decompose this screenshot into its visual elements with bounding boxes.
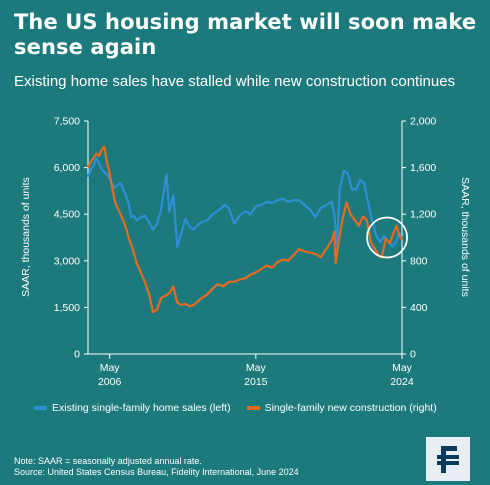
y-right-tick-label: 1,200: [410, 209, 436, 221]
legend-swatch-new: [246, 406, 260, 410]
x-tick-label-year: 2006: [98, 376, 122, 388]
footer-source: Source: United States Census Bureau, Fid…: [14, 467, 299, 477]
legend: Existing single-family home sales (left)…: [34, 402, 474, 414]
chart-title: The US housing market will soon make sen…: [14, 10, 477, 59]
y-axis-right-label: SAAR, thousands of units: [459, 177, 471, 297]
y-left-tick-label: 3,000: [54, 255, 80, 267]
y-left-tick-label: 1,500: [54, 302, 80, 314]
x-tick-label-month: May: [100, 362, 121, 374]
legend-item-existing: Existing single-family home sales (left): [34, 402, 231, 414]
y-right-tick-label: 2,000: [410, 116, 436, 128]
y-left-tick-label: 7,500: [54, 116, 80, 128]
footer: Note: SAAR = seasonally adjusted annual …: [14, 456, 414, 478]
legend-label-new: Single-family new construction (right): [264, 402, 437, 414]
highlight-circle: [366, 216, 409, 259]
fidelity-logo-icon: [426, 437, 470, 481]
x-tick-label-year: 2024: [390, 376, 414, 388]
series-line-new-construction: [87, 145, 403, 314]
chart-subtitle: Existing home sales have stalled while n…: [14, 73, 456, 90]
y-right-tick-label: 1,600: [410, 162, 436, 174]
series-line-existing-sales: [86, 157, 404, 248]
fidelity-logo-glyph: [437, 446, 459, 473]
x-tick-label-month: May: [246, 362, 267, 374]
x-tick-label-year: 2015: [244, 376, 268, 388]
footer-note: Note: SAAR = seasonally adjusted annual …: [14, 456, 202, 466]
y-right-tick-label: 0: [410, 349, 416, 361]
y-right-tick-label: 400: [410, 302, 428, 314]
legend-label-existing: Existing single-family home sales (left): [52, 402, 231, 414]
y-axis-left-label: SAAR, thousands of units: [20, 177, 32, 297]
y-left-tick-label: 6,000: [54, 162, 80, 174]
x-tick-label-month: May: [392, 362, 413, 374]
y-left-tick-label: 0: [74, 349, 80, 361]
legend-item-new: Single-family new construction (right): [246, 402, 437, 414]
legend-swatch-existing: [34, 406, 47, 410]
y-right-tick-label: 800: [410, 255, 428, 267]
y-left-tick-label: 4,500: [54, 209, 80, 221]
line-chart: 0 1,500 3,000 4,500 6,000 7,500 0 400 800 1,200 1,…: [20, 116, 471, 389]
